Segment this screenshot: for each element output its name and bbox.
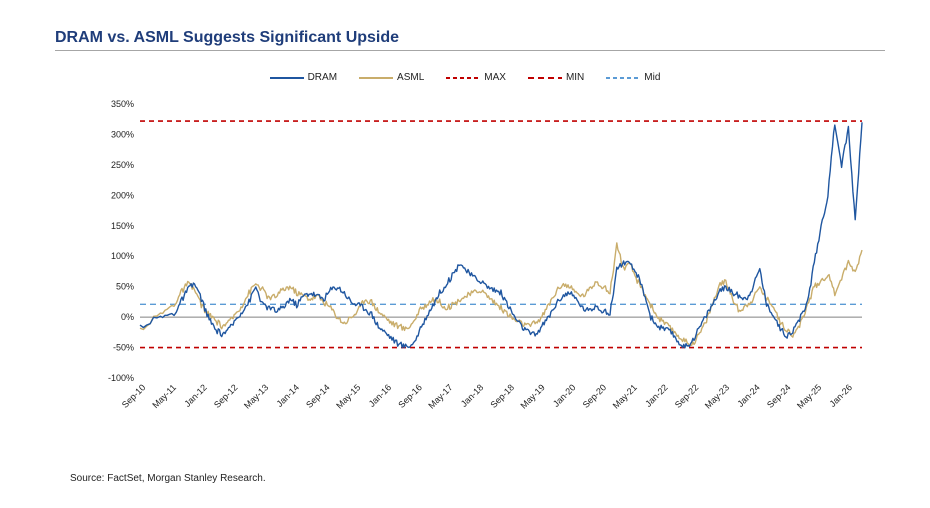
x-tick-label: May-15 bbox=[334, 382, 362, 410]
x-tick-label: Jan-14 bbox=[274, 382, 301, 409]
x-tick-label: Jan-20 bbox=[551, 382, 578, 409]
y-tick-label: 150% bbox=[111, 221, 134, 231]
x-tick-label: Jan-12 bbox=[182, 382, 209, 409]
x-tick-label: Sep-24 bbox=[765, 382, 793, 410]
source-note: Source: FactSet, Morgan Stanley Research… bbox=[70, 473, 266, 484]
legend-swatch-asml bbox=[359, 76, 394, 79]
x-tick-label: Sep-18 bbox=[488, 382, 516, 410]
x-tick-label: May-23 bbox=[703, 382, 731, 410]
y-tick-label: 100% bbox=[111, 251, 134, 261]
y-tick-label: 50% bbox=[116, 282, 134, 292]
legend-label-min: MIN bbox=[565, 72, 585, 83]
x-tick-label: Jan-26 bbox=[828, 382, 855, 409]
legend-swatch-max bbox=[446, 76, 481, 79]
legend-swatch-dram bbox=[269, 76, 304, 79]
legend-item-dram: DRAM bbox=[269, 72, 338, 83]
title-divider bbox=[55, 50, 885, 51]
legend-item-min: MIN bbox=[527, 72, 585, 83]
x-tick-label: Sep-20 bbox=[581, 382, 609, 410]
x-tick-label: Jan-24 bbox=[735, 382, 762, 409]
y-tick-label: 300% bbox=[111, 129, 134, 139]
legend-item-asml: ASML bbox=[359, 72, 424, 83]
x-tick-label: May-21 bbox=[611, 382, 639, 410]
x-tick-label: Sep-22 bbox=[673, 382, 701, 410]
x-tick-label: Sep-14 bbox=[304, 382, 332, 410]
legend-label-max: MAX bbox=[484, 72, 506, 83]
x-tick-label: Jan-22 bbox=[643, 382, 670, 409]
x-tick-label: May-17 bbox=[426, 382, 454, 410]
y-tick-label: 0% bbox=[121, 312, 134, 322]
x-tick-label: Sep-12 bbox=[212, 382, 240, 410]
series-line-asml bbox=[139, 242, 863, 348]
legend-label-mid: Mid bbox=[644, 72, 661, 83]
x-tick-label: Sep-10 bbox=[120, 382, 148, 410]
legend-label-asml: ASML bbox=[397, 72, 425, 83]
series-line-dram bbox=[139, 122, 863, 349]
x-tick-label: Jan-18 bbox=[459, 382, 486, 409]
legend-item-mid: Mid bbox=[606, 72, 660, 83]
x-tick-label: May-19 bbox=[519, 382, 547, 410]
x-tick-label: May-13 bbox=[242, 382, 270, 410]
y-tick-label: 200% bbox=[111, 190, 134, 200]
y-tick-label: -50% bbox=[113, 343, 134, 353]
x-tick-label: May-25 bbox=[795, 382, 823, 410]
y-tick-label: 250% bbox=[111, 160, 134, 170]
legend-label-dram: DRAM bbox=[307, 72, 338, 83]
y-tick-label: 350% bbox=[111, 99, 134, 109]
chart-title: DRAM vs. ASML Suggests Significant Upsid… bbox=[55, 29, 400, 46]
x-tick-label: Jan-16 bbox=[367, 382, 394, 409]
x-tick-label: Sep-16 bbox=[396, 382, 424, 410]
x-tick-label: May-11 bbox=[150, 382, 178, 410]
chart-legend: DRAM ASML MAX MIN Mid bbox=[0, 72, 930, 83]
legend-swatch-mid bbox=[606, 76, 641, 79]
y-tick-label: -100% bbox=[108, 373, 134, 383]
legend-swatch-min bbox=[527, 76, 562, 79]
legend-item-max: MAX bbox=[446, 72, 506, 83]
